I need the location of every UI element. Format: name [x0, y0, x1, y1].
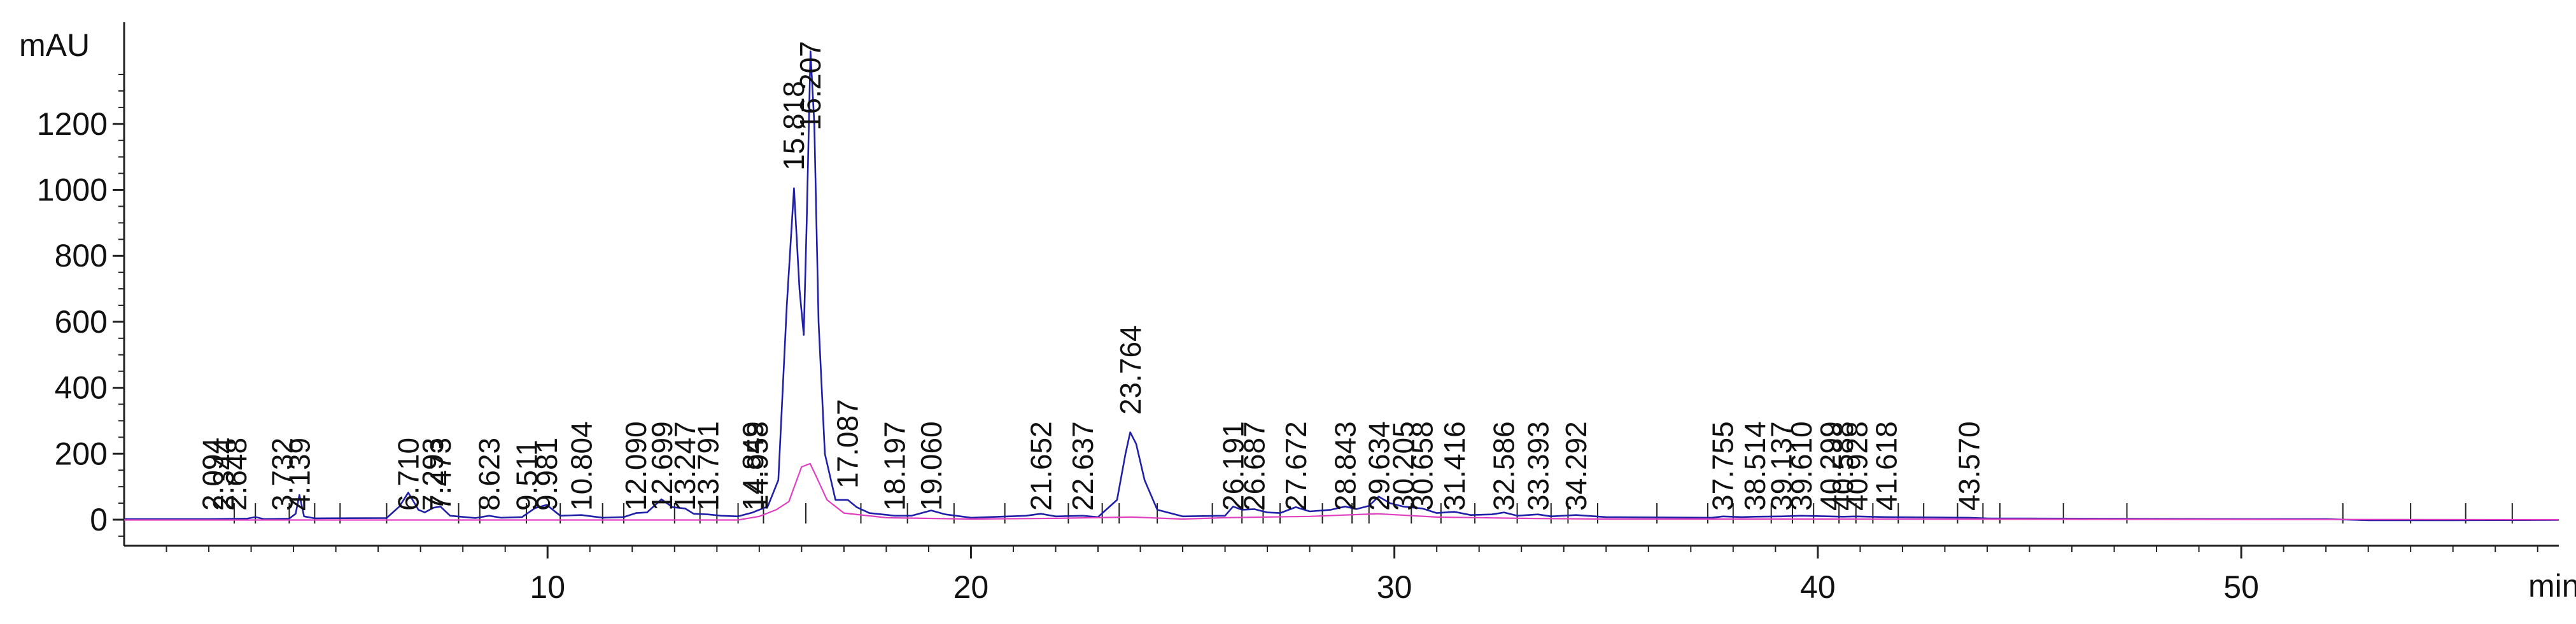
peak-label: 2.648: [220, 438, 253, 511]
peak-label: 12.090: [619, 421, 652, 511]
peak-label: 29.634: [1362, 421, 1395, 511]
peak-label: 10.804: [565, 421, 598, 511]
x-tick-label: 50: [2223, 569, 2259, 605]
x-tick-label: 20: [954, 569, 989, 605]
peak-label: 8.623: [473, 438, 506, 511]
peak-label: 13.247: [668, 421, 701, 511]
peak-label: 39.610: [1785, 421, 1818, 511]
peak-label: 15.818: [777, 81, 810, 170]
peak-label: 14.849: [736, 421, 770, 511]
y-tick-label: 800: [55, 238, 108, 274]
peak-label: 22.637: [1066, 421, 1099, 511]
y-tick-label: 200: [55, 436, 108, 471]
peak-label: 17.087: [831, 399, 864, 489]
peak-label: 39.137: [1764, 421, 1798, 511]
peak-label: 30.658: [1405, 421, 1439, 511]
peak-label: 18.197: [878, 421, 911, 511]
peak-label: 40.588: [1826, 421, 1859, 511]
x-axis-unit-label: min: [2528, 568, 2576, 604]
peak-label: 2.094: [196, 438, 229, 511]
signal-traces: [124, 50, 2559, 522]
y-tick-label: 1200: [37, 106, 108, 142]
peak-label: 31.416: [1438, 421, 1471, 511]
peak-label: 16.207: [794, 41, 827, 130]
peak-label: 21.652: [1024, 421, 1057, 511]
peak-label: 38.514: [1738, 421, 1771, 511]
peak-label: 26.687: [1237, 421, 1270, 511]
tick-marks: 0 200 400 600 800 1000 1200 10 20 30 40 50: [37, 74, 2538, 605]
peak-label: 32.586: [1488, 421, 1521, 511]
axes: [123, 22, 2559, 547]
integration-markers: [233, 503, 2513, 523]
y-tick-label: 600: [55, 304, 108, 340]
peak-label: 7.473: [424, 438, 457, 511]
peak-label: 12.699: [645, 421, 679, 511]
peak-label: 33.393: [1521, 421, 1554, 511]
peak-label: 3.732: [265, 438, 299, 511]
peak-label: 9.511: [510, 440, 544, 511]
peak-label: 4.139: [283, 438, 316, 511]
peak-label: 14.958: [741, 421, 774, 511]
peak-label: 28.843: [1329, 421, 1362, 511]
y-tick-label: 400: [55, 370, 108, 406]
peak-label: 40.299: [1814, 421, 1847, 511]
peak-label: 13.791: [691, 421, 724, 511]
peak-label: 41.618: [1870, 421, 1903, 511]
y-tick-label: 1000: [37, 172, 108, 208]
peak-label: 30.205: [1386, 421, 1419, 511]
peak-label: 23.764: [1114, 325, 1147, 415]
y-axis-unit-label: mAU: [19, 27, 90, 63]
x-tick-label: 10: [530, 569, 565, 605]
detector-trace-blue: [124, 50, 2559, 522]
peak-label: 34.292: [1559, 421, 1593, 511]
peak-label: 26.191: [1216, 421, 1249, 511]
x-tick-label: 40: [1800, 569, 1836, 605]
peak-label: 2.344: [207, 438, 240, 511]
y-tick-label: 0: [90, 502, 108, 537]
peak-label: 6.710: [391, 438, 425, 511]
peak-label: 9.981: [530, 438, 563, 511]
peak-label: 40.928: [1841, 421, 1874, 511]
detector-trace-magenta: [124, 462, 2559, 521]
peak-label: 19.060: [915, 421, 948, 511]
peak-label: 7.293: [416, 438, 449, 511]
peak-label: 43.570: [1952, 421, 1985, 511]
peak-label: 27.672: [1279, 421, 1313, 511]
peak-label: 37.755: [1707, 421, 1740, 511]
x-tick-label: 30: [1377, 569, 1412, 605]
